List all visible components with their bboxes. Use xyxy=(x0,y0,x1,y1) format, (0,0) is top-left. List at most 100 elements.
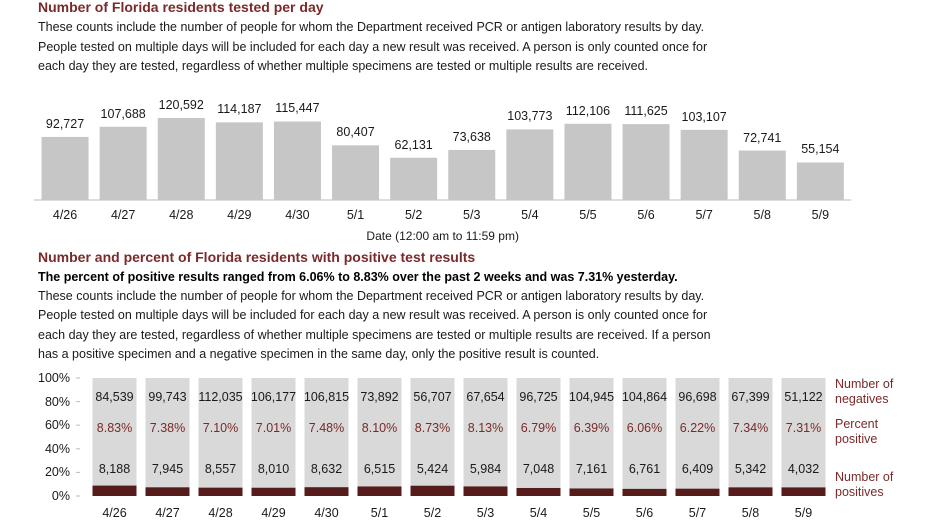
positives-label: 6,409 xyxy=(681,462,714,476)
bar xyxy=(564,123,612,200)
value-label: 103,107 xyxy=(681,109,727,124)
description: has a positive specimen and a negative s… xyxy=(38,346,600,361)
negatives-label: 104,864 xyxy=(621,390,668,404)
negatives-label: 99,743 xyxy=(148,390,187,404)
y-tick-label: 0% xyxy=(51,489,70,503)
positives-label: 7,048 xyxy=(522,462,555,476)
bar xyxy=(99,126,147,200)
x-tick-label: 5/1 xyxy=(370,506,389,520)
percent-label: 6.79% xyxy=(520,421,557,435)
positives-label: 7,945 xyxy=(151,462,184,476)
negatives-bar xyxy=(410,378,455,486)
positives-bar xyxy=(251,487,296,496)
x-tick-label: 5/9 xyxy=(811,208,830,222)
negatives-bar xyxy=(357,378,402,487)
x-tick-label: 4/28 xyxy=(169,208,194,222)
negatives-label: 112,035 xyxy=(198,390,243,404)
negatives-bar xyxy=(569,378,614,489)
value-label: 114,187 xyxy=(217,102,262,117)
negatives-bar xyxy=(198,378,243,488)
value-label: 80,407 xyxy=(336,125,375,140)
y-tick-label: 20% xyxy=(44,465,70,480)
bar xyxy=(448,149,496,200)
value-label: 115,447 xyxy=(275,101,320,116)
bar xyxy=(41,136,89,200)
x-tick-label: 5/9 xyxy=(794,506,813,520)
percent-label: 7.31% xyxy=(785,421,822,435)
positives-bar xyxy=(728,487,773,496)
x-tick-label: 5/3 xyxy=(463,208,481,222)
value-label: 112,106 xyxy=(565,103,611,118)
x-tick-label: 4/26 xyxy=(52,208,78,222)
negatives-label: 106,815 xyxy=(303,390,350,404)
positives-bar xyxy=(92,485,137,496)
x-tick-label: 5/6 xyxy=(637,208,655,222)
section-title: Number and percent of Florida residents … xyxy=(38,249,476,265)
x-tick-label: 5/4 xyxy=(529,506,548,520)
positives-bar xyxy=(675,488,720,496)
positives-bar xyxy=(569,488,614,496)
percent-label: 7.48% xyxy=(308,421,345,435)
y-tick-label: 60% xyxy=(44,418,70,433)
negatives-label: 106,177 xyxy=(250,390,297,404)
positives-bar xyxy=(781,487,826,496)
bar xyxy=(796,162,844,200)
negatives-bar xyxy=(251,378,296,488)
bar xyxy=(506,129,554,200)
percent-label: 7.38% xyxy=(149,421,186,435)
negatives-label: 51,122 xyxy=(784,390,823,404)
positives-label: 5,342 xyxy=(734,462,767,476)
x-tick-label: 4/27 xyxy=(155,506,180,520)
percent-label: 8.83% xyxy=(96,421,133,435)
bar xyxy=(332,145,380,200)
positives-label: 5,984 xyxy=(469,462,502,476)
y-tick-label: 80% xyxy=(44,394,70,409)
section-title: Number of Florida residents tested per d… xyxy=(38,0,324,15)
value-label: 120,592 xyxy=(158,98,204,112)
x-tick-label: 4/30 xyxy=(314,506,339,520)
positives-bar xyxy=(622,488,667,496)
description: People tested on multiple days will be i… xyxy=(38,39,708,54)
x-axis-label: Date (12:00 am to 11:59 pm) xyxy=(366,229,519,243)
legend-label: Number of negatives xyxy=(835,377,894,406)
x-tick-label: 5/7 xyxy=(688,506,707,520)
y-tick-label: 40% xyxy=(44,441,70,456)
x-tick-label: 4/29 xyxy=(261,506,286,520)
description: each day they are tested, regardless of … xyxy=(38,59,649,73)
value-label: 107,688 xyxy=(100,106,146,121)
value-label: 103,773 xyxy=(507,109,553,124)
positives-label: 8,188 xyxy=(98,462,131,476)
x-tick-label: 5/3 xyxy=(476,506,495,520)
positives-bar xyxy=(410,485,455,496)
bar xyxy=(622,124,670,200)
negatives-label: 96,725 xyxy=(519,390,558,404)
negatives-label: 104,945 xyxy=(568,390,615,404)
description: These counts include the number of peopl… xyxy=(38,289,705,303)
positives-bar xyxy=(198,487,243,496)
x-tick-label: 5/7 xyxy=(695,208,713,222)
percent-label: 6.06% xyxy=(626,421,663,435)
negatives-label: 96,698 xyxy=(678,390,717,404)
description: each day they are tested, regardless of … xyxy=(38,327,711,342)
positives-label: 8,557 xyxy=(204,462,237,476)
x-tick-label: 5/5 xyxy=(582,506,601,520)
description: People tested on multiple days will be i… xyxy=(38,308,708,323)
negatives-bar xyxy=(622,378,667,489)
legend-label: Number of positives xyxy=(835,470,894,499)
negatives-bar xyxy=(463,378,508,487)
positives-bar xyxy=(516,487,561,496)
percent-label: 8.73% xyxy=(414,421,451,435)
negatives-label: 56,707 xyxy=(413,390,452,404)
x-tick-label: 5/4 xyxy=(521,208,539,222)
negatives-bar xyxy=(781,378,826,488)
positives-bar xyxy=(463,486,508,496)
negatives-label: 73,892 xyxy=(360,390,399,404)
percent-label: 7.01% xyxy=(255,421,292,435)
bar xyxy=(738,150,786,200)
value-label: 55,154 xyxy=(801,142,840,157)
x-tick-label: 5/2 xyxy=(423,506,442,520)
subtitle: The percent of positive results ranged f… xyxy=(38,270,678,284)
negatives-bar xyxy=(145,378,190,488)
